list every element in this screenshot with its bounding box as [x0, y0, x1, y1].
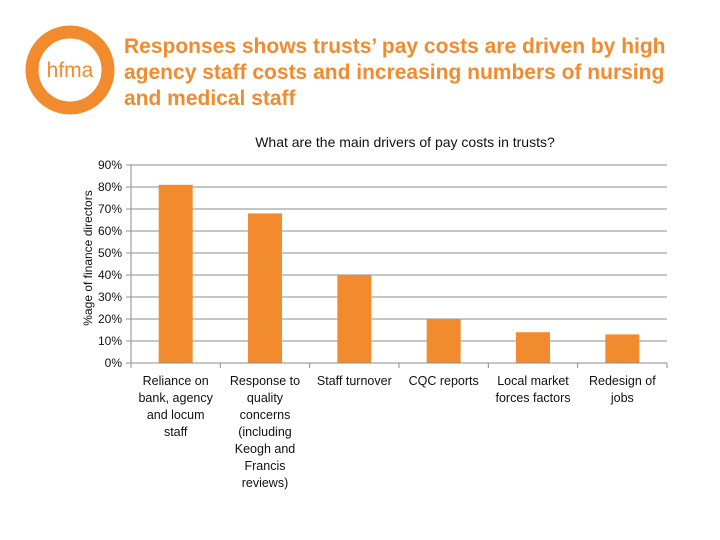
bar	[426, 319, 461, 363]
x-tick-label: Keogh and	[235, 442, 296, 456]
x-tick-label: Staff turnover	[317, 374, 392, 388]
y-tick-label: 50%	[98, 246, 122, 260]
y-tick-label: 0%	[105, 356, 123, 370]
y-tick-labels: 0% 10% 20% 30% 40% 50% 60% 70% 80% 90%	[98, 158, 122, 370]
hfma-logo: hfma	[25, 25, 115, 115]
chart-title: What are the main drivers of pay costs i…	[255, 134, 555, 150]
x-tick-label: Redesign of	[589, 374, 656, 388]
bar	[516, 332, 550, 363]
y-tick-label: 20%	[98, 312, 122, 326]
x-tick-labels: Reliance on bank, agency and locum staff Res…	[138, 374, 656, 490]
bar	[605, 334, 640, 363]
x-tick-label: jobs	[610, 391, 634, 405]
x-tick-label: (including	[238, 425, 292, 439]
x-tick-label: Response to	[230, 374, 300, 388]
y-tick-label: 60%	[98, 224, 122, 238]
y-tick-label: 10%	[98, 334, 122, 348]
logo-text: hfma	[47, 59, 94, 82]
x-tick-label: Francis	[245, 459, 286, 473]
x-tick-label: and locum	[147, 408, 205, 422]
y-tick-label: 30%	[98, 290, 122, 304]
slide-title: Responses shows trusts’ pay costs are dr…	[124, 35, 666, 110]
x-tick-label: concerns	[240, 408, 291, 422]
bars	[158, 184, 640, 363]
x-tick-label: quality	[247, 391, 284, 405]
bar	[248, 213, 282, 363]
y-tick-label: 70%	[98, 202, 122, 216]
bar	[337, 275, 372, 363]
y-axis-label: %age of finance directors	[81, 190, 95, 325]
y-tick-label: 90%	[98, 158, 122, 172]
x-tick-label: Reliance on	[143, 374, 209, 388]
x-tick-label: reviews)	[242, 476, 289, 490]
x-tick-label: forces factors	[495, 391, 570, 405]
axes	[126, 164, 668, 368]
gridlines	[131, 164, 667, 342]
x-tick-label: staff	[164, 425, 188, 439]
y-tick-label: 80%	[98, 180, 122, 194]
x-tick-label: CQC reports	[409, 374, 479, 388]
bar	[158, 184, 193, 363]
y-tick-label: 40%	[98, 268, 122, 282]
x-tick-label: Local market	[497, 374, 569, 388]
x-tick-label: bank, agency	[138, 391, 213, 405]
